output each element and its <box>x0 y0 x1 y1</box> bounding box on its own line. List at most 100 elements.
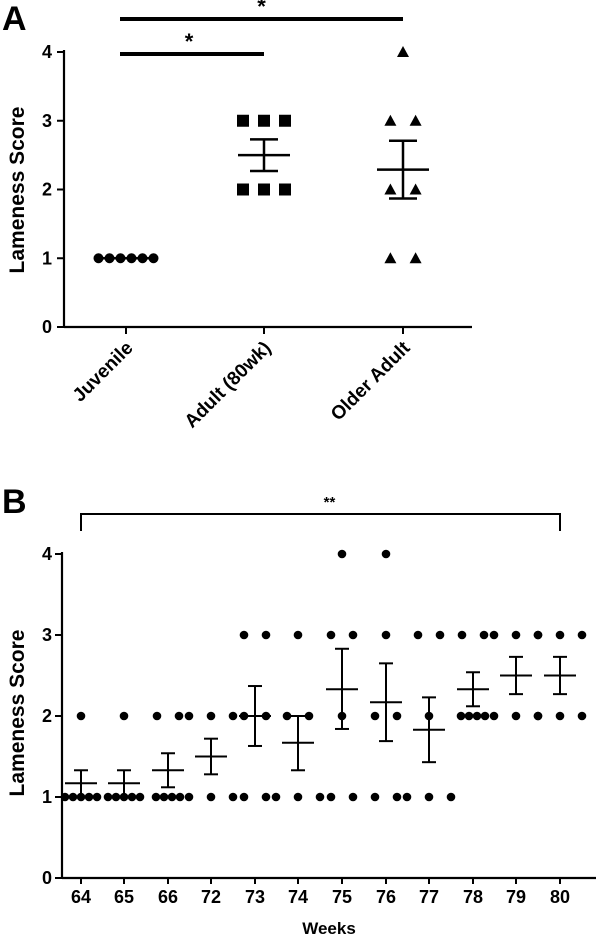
data-point <box>228 711 238 721</box>
x-category-label: Older Adult <box>327 337 415 425</box>
data-point <box>167 792 177 802</box>
data-point <box>60 792 70 802</box>
data-point <box>68 792 78 802</box>
data-point <box>577 711 587 721</box>
data-point <box>533 711 543 721</box>
data-point <box>184 711 194 721</box>
x-category-label: Juvenile <box>69 338 138 407</box>
data-point <box>413 630 423 640</box>
data-point <box>184 792 194 802</box>
data-point <box>381 549 391 559</box>
data-point <box>337 549 347 559</box>
data-point <box>127 792 137 802</box>
data-point <box>384 114 397 126</box>
data-point <box>435 630 445 640</box>
data-point <box>384 183 397 195</box>
data-point <box>381 630 391 640</box>
data-point <box>293 792 303 802</box>
y-tick-label: 2 <box>42 180 52 200</box>
x-tick-label: 79 <box>506 887 526 907</box>
data-point <box>397 46 409 57</box>
data-point <box>456 711 466 721</box>
panel-b-y-axis-label: Lameness Score <box>6 630 29 797</box>
data-point <box>326 792 336 802</box>
data-point <box>472 711 482 721</box>
x-tick-label: 77 <box>419 887 439 907</box>
y-tick-label: 2 <box>42 706 52 726</box>
data-point <box>76 711 86 721</box>
y-tick-label: 1 <box>42 787 52 807</box>
data-point <box>511 630 521 640</box>
data-point <box>93 253 104 264</box>
x-tick-label: 64 <box>71 887 91 907</box>
data-point <box>304 711 314 721</box>
panel-a-letter: A <box>2 0 27 38</box>
x-tick-label: 78 <box>463 887 483 907</box>
data-point <box>152 711 162 721</box>
data-point <box>446 792 456 802</box>
data-point <box>206 792 216 802</box>
x-tick-label: 80 <box>550 887 570 907</box>
data-point <box>239 630 249 640</box>
data-point <box>464 711 474 721</box>
data-point <box>293 630 303 640</box>
y-tick-label: 3 <box>42 111 52 131</box>
data-point <box>315 792 325 802</box>
y-tick-label: 1 <box>42 248 52 268</box>
x-tick-label: 65 <box>114 887 134 907</box>
x-tick-label: 72 <box>201 887 221 907</box>
data-point <box>237 183 249 196</box>
data-point <box>261 630 271 640</box>
data-point <box>480 711 490 721</box>
data-point <box>103 792 113 802</box>
data-point <box>555 711 565 721</box>
data-point <box>392 792 402 802</box>
data-point <box>175 792 185 802</box>
significance-label: ** <box>324 494 336 511</box>
panel-b-letter: B <box>2 483 27 521</box>
y-tick-label: 4 <box>42 42 52 62</box>
data-point <box>159 792 169 802</box>
data-point <box>237 114 249 127</box>
data-point <box>533 630 543 640</box>
data-point <box>370 792 380 802</box>
x-tick-label: 75 <box>332 887 352 907</box>
y-tick-label: 4 <box>42 544 52 564</box>
x-category-label: Adult (80wk) <box>181 338 276 433</box>
data-point <box>489 630 499 640</box>
data-point <box>271 792 281 802</box>
data-point <box>577 630 587 640</box>
data-point <box>84 792 94 802</box>
x-tick-label: 74 <box>288 887 308 907</box>
data-point <box>111 792 121 802</box>
data-point <box>279 183 291 196</box>
data-point <box>409 252 422 264</box>
data-point <box>409 114 422 126</box>
data-point <box>174 711 184 721</box>
significance-label: * <box>185 29 194 54</box>
data-point <box>424 792 434 802</box>
data-point <box>555 630 565 640</box>
data-point <box>326 630 336 640</box>
x-tick-label: 73 <box>245 887 265 907</box>
panel-b: B Lameness Score Weeks 0 1 2 3 4 64 65 66 72 73 74… <box>2 483 596 938</box>
data-point <box>348 792 358 802</box>
panel-b-x-axis-label: Weeks <box>302 919 356 938</box>
panel-a-y-axis-label: Lameness Score <box>6 107 29 274</box>
data-point <box>135 792 145 802</box>
data-point <box>511 711 521 721</box>
panel-a: A Lameness Score 0 1 2 3 4 Juvenile Adult (80w… <box>2 0 472 432</box>
x-tick-label: 66 <box>158 887 178 907</box>
data-point <box>261 792 271 802</box>
y-tick-label: 0 <box>42 317 52 337</box>
data-point <box>392 711 402 721</box>
data-point <box>239 792 249 802</box>
significance-bracket <box>80 513 561 531</box>
x-tick-label: 76 <box>376 887 396 907</box>
data-point <box>489 711 499 721</box>
data-point <box>370 711 380 721</box>
y-tick-label: 0 <box>42 868 52 888</box>
y-tick-label: 3 <box>42 625 52 645</box>
data-point <box>258 183 270 196</box>
data-point <box>409 183 422 195</box>
